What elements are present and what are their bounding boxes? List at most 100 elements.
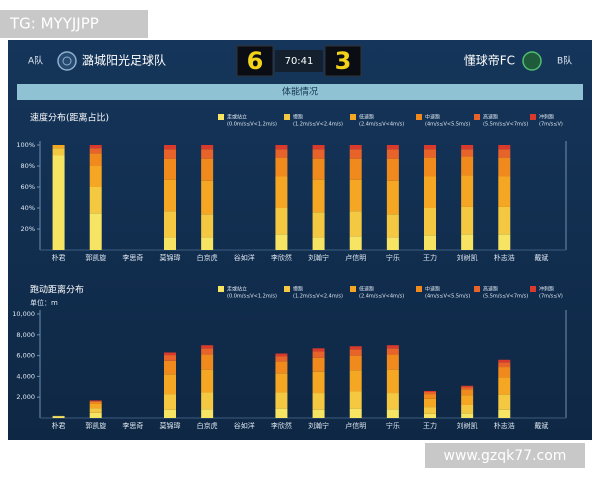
bar-segment xyxy=(461,387,473,389)
bar-segment xyxy=(164,352,176,355)
bar-segment xyxy=(424,145,436,149)
bar-segment xyxy=(164,355,176,361)
bar-segment xyxy=(275,234,287,250)
legend-label: 走或站立 xyxy=(227,114,247,121)
bar-segment xyxy=(90,166,102,187)
chart-title: 跑动距离分布 xyxy=(30,284,84,296)
bar-segment xyxy=(275,356,287,361)
x-tick-label: 王力 xyxy=(423,253,437,262)
team-b-logo xyxy=(523,52,541,70)
bar-segment xyxy=(201,345,213,348)
bar-segment xyxy=(498,360,510,363)
team-a-logo xyxy=(58,52,76,70)
y-tick-label: 8,000 xyxy=(16,331,35,339)
bar-segment xyxy=(461,405,473,413)
bar-segment xyxy=(461,157,473,176)
bar-segment xyxy=(498,177,510,207)
bar-segment xyxy=(461,395,473,405)
bar-segment xyxy=(164,159,176,180)
bar-segment xyxy=(461,145,473,149)
bar-segment xyxy=(90,145,102,148)
legend-swatch xyxy=(350,286,356,292)
x-tick-label: 谷如洋 xyxy=(234,253,255,262)
x-tick-label: 卢信明 xyxy=(345,421,366,430)
bar-segment xyxy=(313,149,325,158)
bar-segment xyxy=(461,413,473,418)
bar-segment xyxy=(313,180,325,213)
bar-segment xyxy=(387,181,399,215)
bar-segment xyxy=(275,177,287,209)
bar-segment xyxy=(164,180,176,212)
bar-segment xyxy=(424,208,436,235)
legend-range: (5.5m/s≤V<7m/s) xyxy=(483,122,528,128)
bar-segment xyxy=(201,355,213,370)
legend-swatch xyxy=(416,114,422,120)
x-tick-label: 宁乐 xyxy=(386,421,400,430)
legend-label: 冲刺跑 xyxy=(539,286,554,293)
bar-segment xyxy=(90,402,102,404)
bar-segment xyxy=(461,149,473,156)
bar-segment xyxy=(387,149,399,158)
legend-label: 中速跑 xyxy=(425,114,440,121)
bar-segment xyxy=(53,156,65,251)
bar-segment xyxy=(275,354,287,357)
bar-segment xyxy=(164,211,176,237)
x-tick-label: 李欣然 xyxy=(271,421,292,430)
bar-segment xyxy=(313,159,325,180)
x-tick-label: 戴斌 xyxy=(534,421,548,430)
bar-segment xyxy=(201,370,213,393)
site: www.gzqk77.com xyxy=(444,448,567,464)
bar-segment xyxy=(424,399,436,407)
bar-segment xyxy=(387,345,399,348)
bar-segment xyxy=(350,391,362,408)
legend-range: (4m/s≤V<5.5m/s) xyxy=(425,122,470,128)
x-tick-label: 刘树凯 xyxy=(457,253,478,262)
bar-segment xyxy=(350,370,362,391)
bar-segment xyxy=(498,145,510,149)
x-tick-label: 刘瀚宁 xyxy=(308,421,329,430)
bar-segment xyxy=(90,401,102,402)
legend-swatch xyxy=(218,114,224,120)
bar-segment xyxy=(275,361,287,373)
bar-segment xyxy=(498,234,510,250)
bar-segment xyxy=(424,392,436,394)
x-tick-label: 刘树凯 xyxy=(457,421,478,430)
x-tick-label: 李欣然 xyxy=(271,253,292,262)
bar-segment xyxy=(350,409,362,418)
legend-swatch xyxy=(416,286,422,292)
bar-segment xyxy=(313,358,325,372)
x-tick-label: 卢信明 xyxy=(345,253,366,262)
bar-segment xyxy=(424,149,436,157)
bar-segment xyxy=(313,393,325,410)
bar-segment xyxy=(387,355,399,370)
bar-segment xyxy=(498,367,510,377)
bar-segment xyxy=(387,409,399,418)
bar-segment xyxy=(424,394,436,399)
bar-segment xyxy=(164,361,176,375)
legend-label: 慢跑 xyxy=(293,114,303,121)
team-a-name: 潞城阳光足球队 xyxy=(82,53,166,68)
x-tick-label: 朴君 xyxy=(52,253,66,262)
bar-segment xyxy=(350,159,362,180)
legend-range: (7m/s≤V) xyxy=(539,122,563,128)
x-tick-label: 莫锦瑋 xyxy=(160,253,181,262)
bar-segment xyxy=(498,149,510,157)
bar-segment xyxy=(387,214,399,237)
bar-segment xyxy=(164,374,176,394)
legend-label: 走或站立 xyxy=(227,286,247,293)
team-b-label: B队 xyxy=(557,55,572,67)
bar-segment xyxy=(498,377,510,394)
x-tick-label: 李思奇 xyxy=(122,253,143,262)
legend-range: (0.0m/s≤V<1.2m/s) xyxy=(227,294,277,300)
x-tick-label: 朴君 xyxy=(52,421,66,430)
x-tick-label: 谷如洋 xyxy=(234,421,255,430)
x-tick-label: 宁乐 xyxy=(386,253,400,262)
legend-swatch xyxy=(284,286,290,292)
bar-segment xyxy=(387,393,399,409)
x-tick-label: 郭凯旋 xyxy=(85,253,106,262)
bar-segment xyxy=(201,393,213,410)
bar-segment xyxy=(424,177,436,209)
bar-segment xyxy=(275,158,287,177)
bar-segment xyxy=(201,237,213,250)
y-tick-label: 6,000 xyxy=(16,352,35,360)
